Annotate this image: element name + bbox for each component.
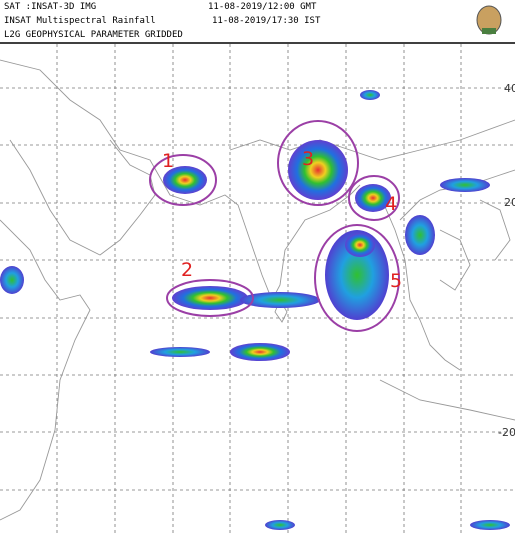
coastlines (0, 59, 515, 521)
region-label: 2 (181, 259, 193, 281)
graticule (0, 44, 515, 535)
region-label: 4 (385, 193, 397, 215)
region-label: 5 (390, 270, 402, 292)
lat-label: 40 (504, 82, 515, 95)
rainfall (0, 90, 510, 530)
emblem (476, 5, 502, 35)
region-label: 1 (162, 150, 174, 172)
highlights (149, 120, 400, 332)
region-label: 3 (302, 148, 314, 170)
header-time-gmt: 11-08-2019/12:00 GMT (208, 2, 317, 12)
lat-label: 20 (504, 196, 515, 209)
header-satellite: SAT :INSAT-3D IMG (4, 2, 97, 12)
header-time-ist: 11-08-2019/17:30 IST (212, 16, 321, 26)
header-product: INSAT Multispectral Rainfall (4, 16, 156, 26)
lat-label: -20 (498, 426, 515, 439)
header-level: L2G GEOPHYSICAL PARAMETER GRIDDED (4, 30, 183, 40)
